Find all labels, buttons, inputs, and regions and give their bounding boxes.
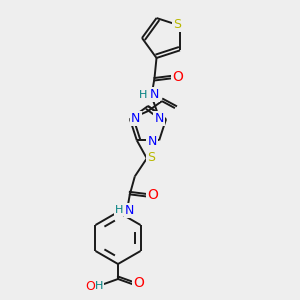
Text: S: S xyxy=(147,151,155,164)
Text: O: O xyxy=(147,188,158,203)
Text: N: N xyxy=(125,204,134,217)
Text: N: N xyxy=(148,135,157,148)
Text: N: N xyxy=(154,112,164,124)
Text: H: H xyxy=(115,206,123,215)
Text: H: H xyxy=(95,281,103,291)
Text: O: O xyxy=(172,70,183,84)
Text: S: S xyxy=(173,18,181,31)
Text: N: N xyxy=(131,112,141,124)
Text: H: H xyxy=(139,90,148,100)
Text: O: O xyxy=(85,280,95,292)
Text: N: N xyxy=(150,88,159,101)
Text: O: O xyxy=(134,276,144,290)
